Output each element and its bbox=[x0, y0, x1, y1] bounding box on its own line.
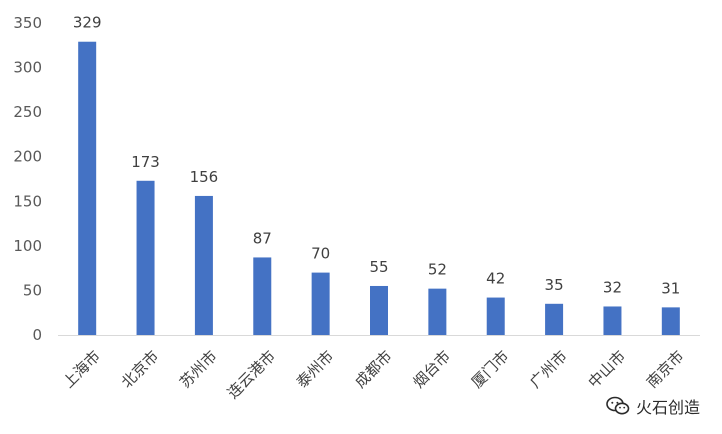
x-tick-label: 上海市 bbox=[59, 347, 104, 392]
data-label: 42 bbox=[486, 270, 505, 288]
data-label: 173 bbox=[131, 153, 160, 171]
bars bbox=[78, 41, 680, 335]
bar bbox=[311, 272, 330, 335]
data-label: 31 bbox=[661, 279, 680, 297]
x-tick-label: 厦门市 bbox=[468, 347, 513, 392]
bar bbox=[370, 285, 388, 335]
x-tick-label: 泰州市 bbox=[293, 347, 338, 392]
y-tick-label: 0 bbox=[32, 326, 42, 344]
data-labels: 329 173 156 87 70 55 52 42 35 32 31 bbox=[73, 14, 681, 298]
x-tick-label: 连云港市 bbox=[224, 347, 279, 402]
bar bbox=[603, 306, 622, 335]
wechat-icon bbox=[606, 396, 630, 415]
data-label: 329 bbox=[73, 14, 102, 32]
bar bbox=[428, 288, 447, 335]
y-tick-label: 200 bbox=[13, 148, 42, 166]
x-tick-label: 中山市 bbox=[585, 347, 630, 392]
watermark: 火石创造 bbox=[606, 394, 700, 418]
watermark-text: 火石创造 bbox=[635, 398, 700, 417]
data-label: 35 bbox=[545, 276, 564, 294]
bar bbox=[194, 195, 213, 335]
data-label: 156 bbox=[190, 168, 219, 186]
y-axis: 0 50 100 150 200 250 300 350 bbox=[13, 14, 42, 344]
y-tick-label: 50 bbox=[23, 281, 42, 299]
bar bbox=[486, 297, 505, 335]
y-tick-label: 150 bbox=[13, 192, 42, 210]
bar bbox=[136, 180, 155, 335]
x-tick-label: 广州市 bbox=[526, 347, 571, 392]
x-axis: 上海市 北京市 苏州市 连云港市 泰州市 成都市 烟台市 厦门市 广州市 中山市 南京市 bbox=[58, 335, 700, 402]
x-tick-label: 北京市 bbox=[118, 347, 163, 392]
bar bbox=[253, 257, 272, 335]
x-tick-label: 南京市 bbox=[643, 347, 688, 392]
y-tick-label: 350 bbox=[13, 14, 42, 32]
bar bbox=[661, 307, 680, 335]
data-label: 32 bbox=[603, 278, 622, 296]
x-tick-label: 成都市 bbox=[351, 347, 396, 392]
data-label: 70 bbox=[311, 245, 330, 263]
y-tick-label: 100 bbox=[13, 237, 42, 255]
x-tick-label: 苏州市 bbox=[176, 347, 221, 392]
data-label: 87 bbox=[253, 229, 272, 247]
y-tick-label: 250 bbox=[13, 103, 42, 121]
bar bbox=[545, 303, 564, 335]
data-label: 52 bbox=[428, 261, 447, 279]
y-tick-label: 300 bbox=[13, 59, 42, 77]
bar bbox=[78, 41, 97, 335]
data-label: 55 bbox=[369, 258, 388, 276]
x-tick-label: 烟台市 bbox=[410, 347, 455, 392]
